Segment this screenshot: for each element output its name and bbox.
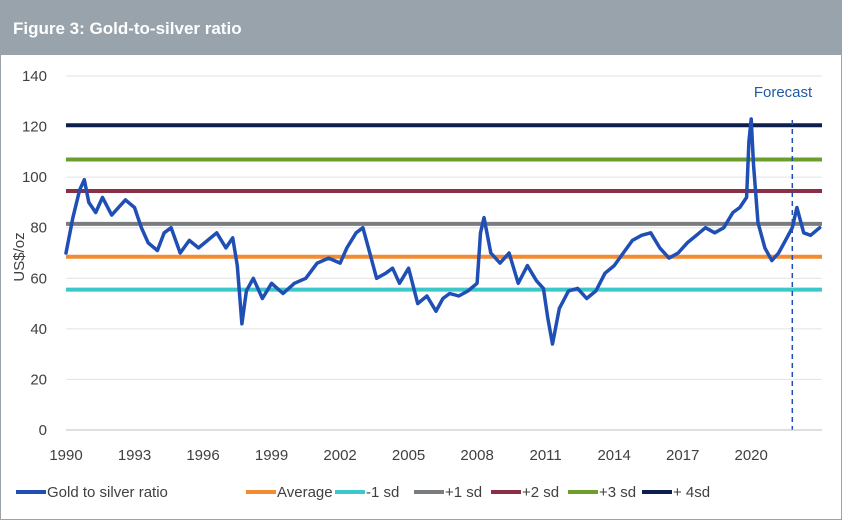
y-tick-label: 40	[30, 321, 47, 338]
y-tick-label: 140	[22, 68, 47, 85]
legend-label: + 4sd	[673, 484, 710, 501]
legend: Gold to silver ratio Average -1 sd +1 sd +2 …	[16, 484, 710, 501]
y-tick-label: 0	[39, 422, 47, 439]
y-tick-label: 60	[30, 270, 47, 287]
y-tick-label: 100	[22, 169, 47, 186]
x-tick-label: 2014	[597, 447, 630, 464]
legend-label: +2 sd	[522, 484, 559, 501]
legend-label: +1 sd	[445, 484, 482, 501]
forecast-label: Forecast	[754, 84, 813, 101]
y-tick-label: 120	[22, 119, 47, 136]
legend-label: -1 sd	[366, 484, 399, 501]
series-layer	[64, 117, 822, 430]
x-tick-label: 1993	[118, 447, 151, 464]
axis-layer: 0 20 40 60 80 100 120 140 1990 1993 1996 1999 2002 20…	[22, 68, 822, 464]
legend-item: +1 sd	[414, 484, 482, 501]
legend-label: +3 sd	[599, 484, 636, 501]
y-tick-label: 20	[30, 371, 47, 388]
legend-label: Gold to silver ratio	[47, 484, 168, 501]
x-tick-label: 1990	[49, 447, 82, 464]
figure-title: Figure 3: Gold-to-silver ratio	[13, 19, 242, 38]
legend-item: +3 sd	[568, 484, 636, 501]
legend-item: Average	[246, 484, 333, 501]
y-tick-label: 80	[30, 220, 47, 237]
x-tick-label: 1996	[186, 447, 219, 464]
x-tick-label: 1999	[255, 447, 288, 464]
legend-item: +2 sd	[491, 484, 559, 501]
reference-lines	[66, 123, 822, 292]
x-tick-label: 2008	[460, 447, 493, 464]
x-tick-label: 2005	[392, 447, 425, 464]
x-tick-label: 2002	[323, 447, 356, 464]
x-tick-label: 2011	[530, 447, 562, 464]
x-tick-label: 2017	[666, 447, 699, 464]
y-axis-label: US$/oz	[11, 232, 28, 281]
legend-label: Average	[277, 484, 333, 501]
legend-item: + 4sd	[642, 484, 710, 501]
legend-item: Gold to silver ratio	[16, 484, 168, 501]
x-tick-label: 2020	[735, 447, 768, 464]
legend-item: -1 sd	[335, 484, 399, 501]
series-line-gold-to-silver-ratio	[64, 117, 822, 346]
title-bar: Figure 3: Gold-to-silver ratio	[1, 1, 841, 55]
